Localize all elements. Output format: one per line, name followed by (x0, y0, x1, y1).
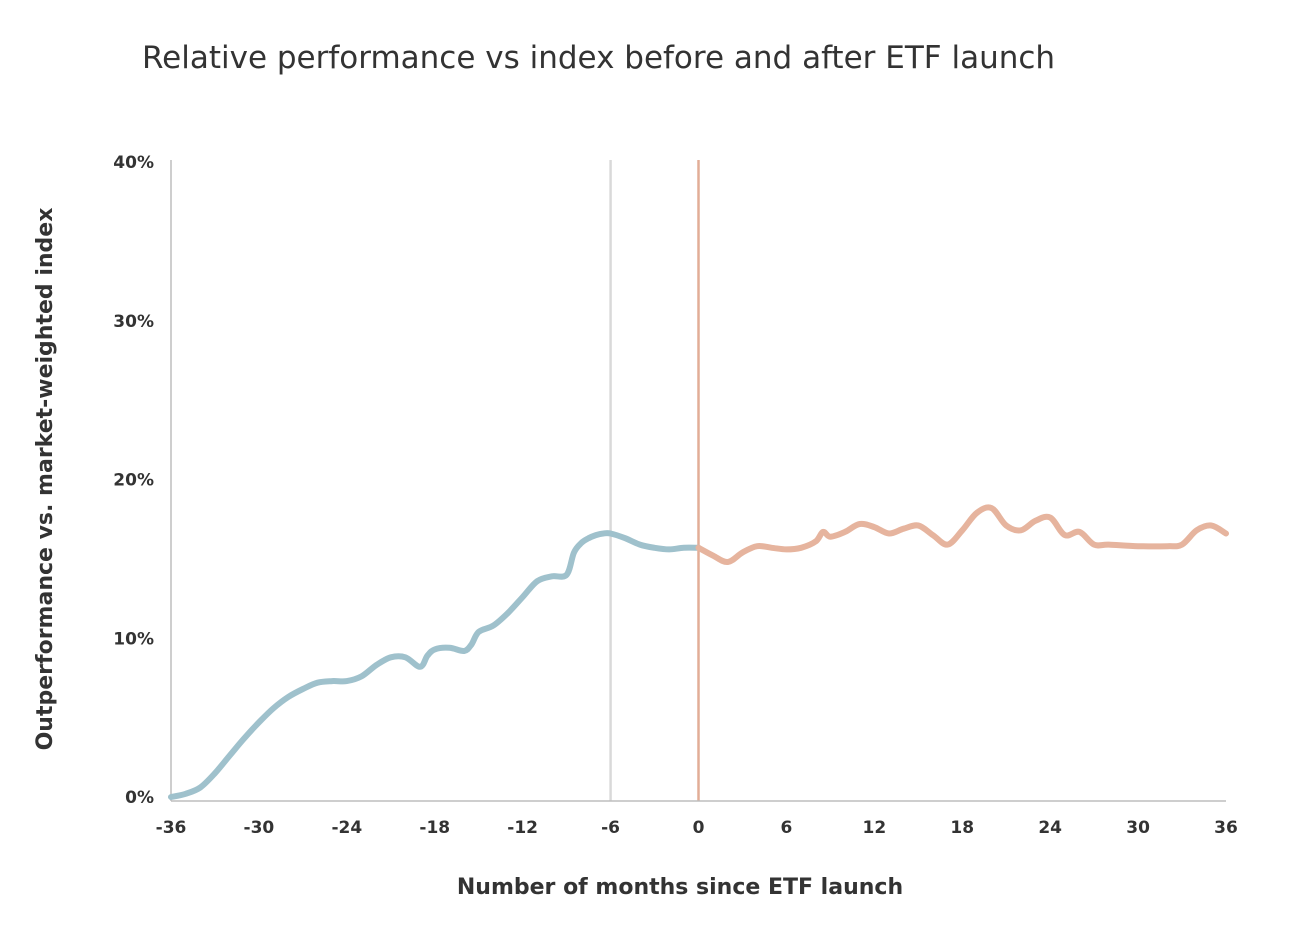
chart-title: Relative performance vs index before and… (142, 40, 1056, 76)
y-tick-label: 30% (113, 312, 154, 332)
series-lines (168, 504, 1229, 800)
y-tick-label: 20% (113, 471, 154, 491)
y-tick-label: 40% (113, 153, 154, 173)
y-tick-label: 0% (125, 788, 154, 808)
x-tick-label: -6 (601, 818, 620, 838)
y-tick-labels: 0% 10% 20% 30% 40% (113, 153, 154, 808)
x-tick-label: -30 (244, 818, 275, 838)
x-tick-label: 18 (950, 818, 974, 838)
series-line-1 (168, 530, 702, 800)
x-tick-label: -24 (331, 818, 362, 838)
x-tick-labels: -36 -30 -24 -18 -12 -6 0 6 12 18 24 30 36 (156, 818, 1238, 838)
x-tick-label: -36 (156, 818, 187, 838)
series-line-2 (695, 504, 1229, 566)
y-axis-label: Outperformance vs. market-weighted index (33, 208, 58, 751)
x-axis-label: Number of months since ETF launch (457, 875, 903, 900)
x-tick-label: -12 (507, 818, 538, 838)
reference-lines (609, 160, 700, 801)
x-tick-label: 0 (693, 818, 705, 838)
x-tick-label: 12 (862, 818, 886, 838)
x-tick-label: 6 (780, 818, 792, 838)
x-tick-label: 36 (1214, 818, 1238, 838)
y-tick-label: 10% (113, 629, 154, 649)
x-tick-label: -18 (419, 818, 450, 838)
x-tick-label: 30 (1126, 818, 1150, 838)
x-tick-label: 24 (1038, 818, 1062, 838)
